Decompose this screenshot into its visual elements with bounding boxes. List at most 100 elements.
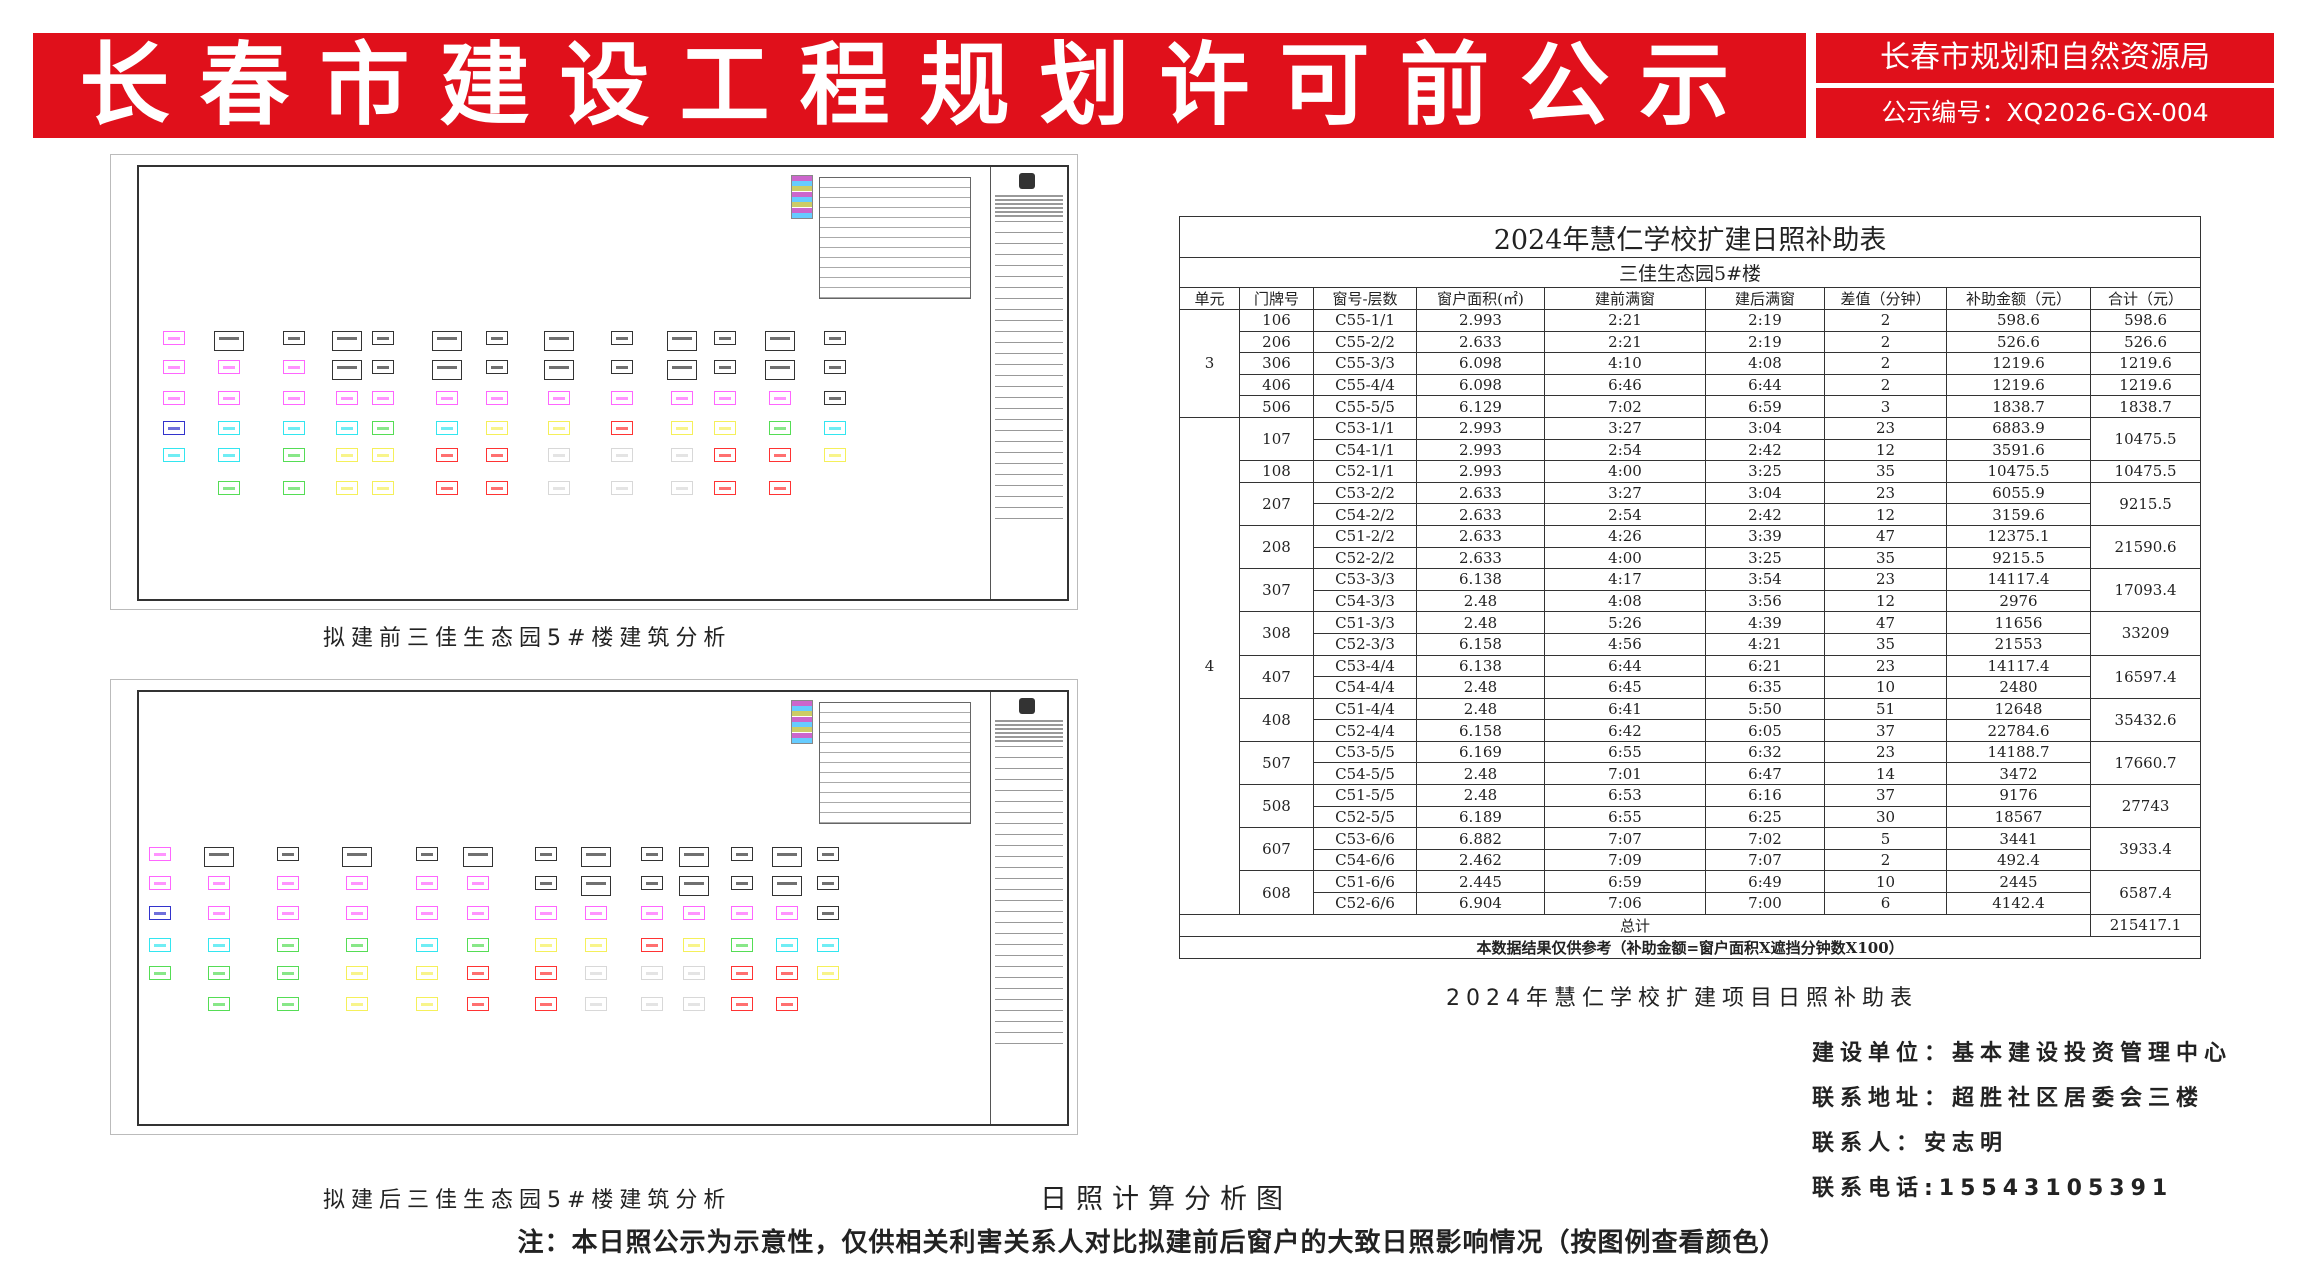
area-cell: 2.48 <box>1416 589 1545 613</box>
window-marker <box>641 847 663 861</box>
title-block-line <box>995 199 1063 201</box>
window-marker <box>163 391 185 405</box>
before-cell: 2:21 <box>1544 330 1706 354</box>
title-block-line <box>995 1021 1063 1022</box>
area-cell: 2.462 <box>1416 848 1545 872</box>
window-cell: C52-6/6 <box>1313 892 1417 915</box>
subsidy-cell: 6055.9 <box>1946 481 2091 505</box>
table-row: 507 C53-5/5 6.169 6:55 6:32 23 14188.7 17660.7 <box>1180 740 2202 786</box>
window-marker <box>342 847 372 867</box>
subsidy-cell: 21553 <box>1946 632 2091 656</box>
subsidy-cell: 6883.9 <box>1946 416 2091 440</box>
window-marker <box>731 966 753 980</box>
column-header: 窗户面积(㎡) <box>1416 287 1545 310</box>
title-block-line <box>995 320 1063 321</box>
window-marker <box>416 906 438 920</box>
subsidy-cell: 1219.6 <box>1946 352 2091 375</box>
builder-info: 建设单位：基本建设投资管理中心 <box>1812 1041 2233 1066</box>
after-cell: 3:25 <box>1705 546 1825 570</box>
before-cell: 6:45 <box>1544 676 1706 699</box>
unit-cell: 4 <box>1179 416 1240 915</box>
subsidy-cell: 14188.7 <box>1946 740 2091 764</box>
area-cell: 2.633 <box>1416 546 1545 570</box>
diff-cell: 14 <box>1824 762 1947 786</box>
after-cell: 6:49 <box>1705 870 1825 894</box>
diff-cell: 6 <box>1824 892 1947 915</box>
window-marker <box>208 966 230 980</box>
title-block-line <box>995 867 1063 868</box>
subsidy-cell: 18567 <box>1946 805 2091 829</box>
column-header: 建后满窗 <box>1705 287 1825 310</box>
title-block-line <box>995 736 1063 738</box>
window-marker <box>714 481 736 495</box>
window-marker <box>283 331 305 345</box>
area-cell: 6.138 <box>1416 654 1545 678</box>
window-marker <box>548 448 570 462</box>
window-marker <box>336 421 358 435</box>
window-marker <box>436 391 458 405</box>
window-marker <box>769 421 791 435</box>
diff-cell: 30 <box>1824 805 1947 829</box>
window-marker <box>218 481 240 495</box>
subsidy-cell: 3159.6 <box>1946 503 2091 526</box>
window-marker <box>416 876 438 890</box>
title-block-line <box>995 856 1063 857</box>
diff-cell: 47 <box>1824 524 1947 548</box>
window-marker <box>683 938 705 952</box>
area-cell: 2.48 <box>1416 762 1545 786</box>
title-block-line <box>995 386 1063 387</box>
after-cell: 2:19 <box>1705 309 1825 332</box>
before-cell: 7:09 <box>1544 848 1706 872</box>
before-cell: 2:54 <box>1544 438 1706 462</box>
title-block-line <box>995 309 1063 310</box>
window-marker <box>641 997 663 1011</box>
area-cell: 6.189 <box>1416 805 1545 829</box>
window-marker <box>641 938 663 952</box>
window-cell: C55-1/1 <box>1313 309 1417 332</box>
window-marker <box>667 331 697 351</box>
title-block-line <box>995 966 1063 967</box>
window-cell: C53-2/2 <box>1313 481 1417 505</box>
title-block-line <box>995 211 1063 213</box>
window-marker <box>467 876 489 890</box>
before-cell: 6:46 <box>1544 373 1706 397</box>
area-cell: 6.904 <box>1416 892 1545 915</box>
window-marker <box>611 481 633 495</box>
diff-cell: 23 <box>1824 481 1947 505</box>
area-cell: 2.633 <box>1416 503 1545 526</box>
after-cell: 6:16 <box>1705 784 1825 807</box>
title-block-line <box>995 732 1063 734</box>
subsidy-cell: 1838.7 <box>1946 395 2091 418</box>
window-marker <box>486 481 508 495</box>
title-block-line <box>995 353 1063 354</box>
window-marker <box>277 966 299 980</box>
after-cell: 6:35 <box>1705 676 1825 699</box>
area-cell: 6.169 <box>1416 740 1545 764</box>
table-header-row: 单元 门牌号 窗号-层数 窗户面积(㎡) 建前满窗 建后满窗 差值（分钟） 补助金额（元） 合计… <box>1179 287 2202 310</box>
subsidy-cell: 12648 <box>1946 697 2091 721</box>
diff-cell: 37 <box>1824 784 1947 807</box>
window-marker <box>372 391 394 405</box>
diff-cell: 23 <box>1824 654 1947 678</box>
area-cell: 2.993 <box>1416 416 1545 440</box>
window-cell: C53-5/5 <box>1313 740 1417 764</box>
window-marker <box>641 876 663 890</box>
after-cell: 3:25 <box>1705 460 1825 483</box>
window-marker <box>585 997 607 1011</box>
drawing-frame <box>137 165 1069 601</box>
door-total-cell: 10475.5 <box>2089 416 2202 462</box>
window-marker <box>671 421 693 435</box>
area-cell: 6.158 <box>1416 632 1545 656</box>
door-total-cell: 1838.7 <box>2089 395 2202 418</box>
door-number-cell: 306 <box>1239 352 1314 375</box>
subsidy-cell: 526.6 <box>1946 330 2091 354</box>
table-row: C54-5/5 2.48 7:01 6:47 14 3472 <box>1180 762 2201 786</box>
diff-cell: 10 <box>1824 870 1947 894</box>
window-marker <box>671 448 693 462</box>
title-block-line <box>995 779 1063 780</box>
drawing-after-caption: 拟建后三佳生态园5#楼建筑分析 <box>323 1188 732 1213</box>
before-cell: 7:07 <box>1544 827 1706 850</box>
window-marker <box>611 391 633 405</box>
window-marker <box>336 448 358 462</box>
window-marker <box>772 847 802 867</box>
